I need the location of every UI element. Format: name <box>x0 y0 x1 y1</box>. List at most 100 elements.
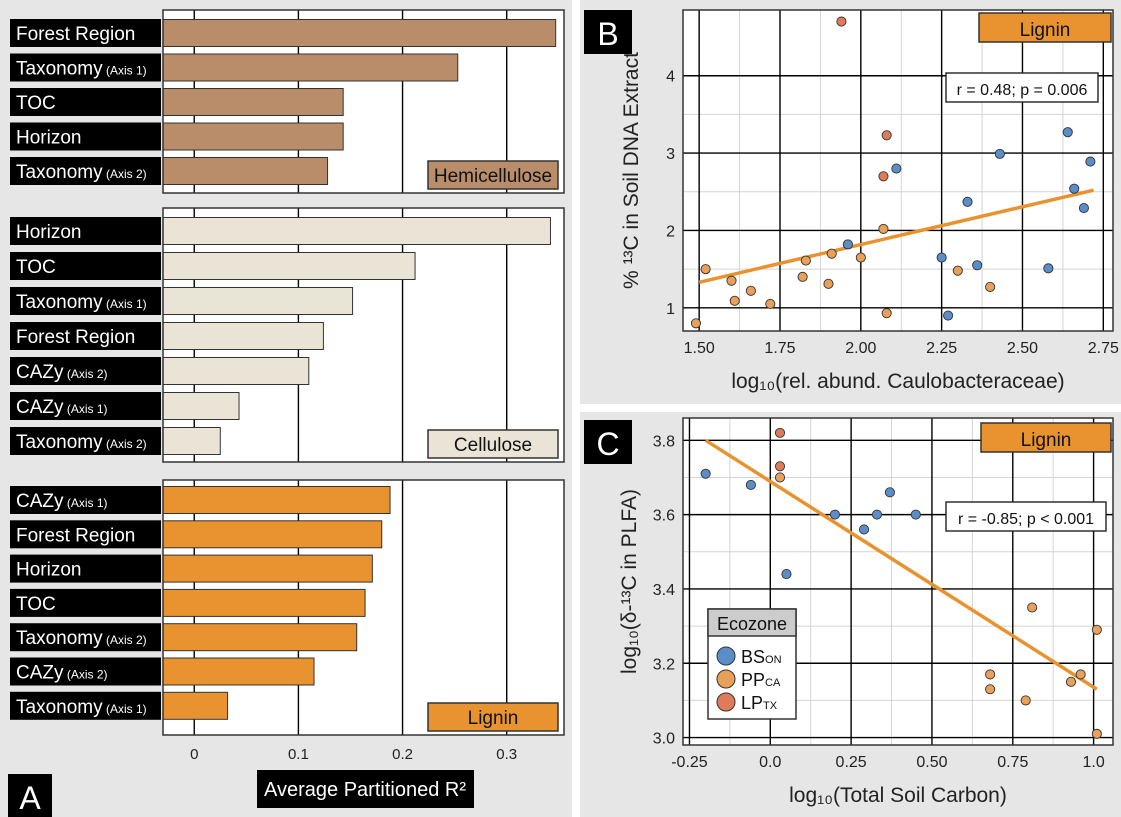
subpanel-1-frame <box>162 207 565 463</box>
bar-2-3 <box>162 588 366 617</box>
bar-0-2 <box>162 88 344 116</box>
panel-letter-c-box <box>584 420 632 464</box>
annotation: r = -0.85; p < 0.001 <box>958 511 1094 528</box>
subpanel-2-frame <box>162 479 565 736</box>
data-point-3 <box>774 461 786 472</box>
chart-title: Lignin <box>1021 430 1072 451</box>
bar-label-name: Forest Region <box>16 24 135 45</box>
ytick-label-1: 3.2 <box>653 656 675 673</box>
panel-letter-a-box <box>8 774 52 817</box>
data-point-0 <box>700 468 711 479</box>
bar-label-sub: (Axis 2) <box>103 633 147 647</box>
bar-label-name: CAZy <box>16 663 64 684</box>
bar-label-box-0-2 <box>10 88 161 116</box>
bar-1-0 <box>162 217 551 245</box>
bar-label-name: Taxonomy <box>16 628 103 649</box>
data-point-4 <box>774 472 786 483</box>
a-xtick-label-2: 0.2 <box>392 746 413 763</box>
legend-title-box <box>707 608 797 637</box>
data-point-21 <box>962 196 973 207</box>
xtick-label-1: 0.0 <box>759 754 781 771</box>
data-point-4 <box>745 285 756 296</box>
xtick-label-1: 1.75 <box>764 340 795 357</box>
data-point-11 <box>985 669 996 680</box>
data-point-14 <box>878 223 889 234</box>
bar-label-0-2: TOC <box>16 93 56 114</box>
data-point-24 <box>994 148 1005 159</box>
bar-label-name: CAZy <box>16 397 64 418</box>
subpanel-2-label-box <box>427 702 559 732</box>
annotation: r = 0.48; p = 0.006 <box>957 82 1088 99</box>
data-point-1 <box>700 264 711 275</box>
bar-2-2 <box>162 554 373 583</box>
bar-label-0-1: Taxonomy (Axis 1) <box>16 59 147 80</box>
bar-label-sub: (Axis 1) <box>103 702 147 716</box>
bar-label-name: TOC <box>16 93 56 114</box>
title-box <box>978 12 1112 43</box>
data-point-8 <box>871 509 883 520</box>
bar-label-box-2-0 <box>10 486 161 514</box>
bar-2-5 <box>162 657 315 686</box>
bar-1-1 <box>162 252 416 280</box>
subpanel-0-label-box <box>427 160 559 190</box>
data-point-2 <box>774 427 786 438</box>
ytick-label-2: 3.4 <box>653 582 675 599</box>
panel-letter-b: B <box>597 16 618 52</box>
ytick-label-0: 3.0 <box>653 731 675 748</box>
bar-label-sub: (Axis 1) <box>103 64 147 78</box>
data-point-9 <box>884 487 895 498</box>
ytick-label-0: 1 <box>666 301 675 318</box>
data-point-28 <box>1078 202 1089 214</box>
data-point-12 <box>985 684 996 695</box>
bar-label-sub: (Axis 2) <box>103 167 147 181</box>
xtick-label-4: 0.75 <box>997 754 1028 771</box>
legend-label-2: LPTX <box>741 693 778 713</box>
bar-label-0-4: Taxonomy (Axis 2) <box>16 162 147 183</box>
data-point-15 <box>1065 676 1077 687</box>
x-axis-label: log₁₀(Total Soil Carbon) <box>789 784 1007 807</box>
bar-label-name: Horizon <box>16 222 81 243</box>
bar-2-4 <box>162 623 358 652</box>
data-point-7 <box>800 255 811 266</box>
bar-label-2-6: Taxonomy (Axis 1) <box>16 697 147 718</box>
bar-label-box-2-4 <box>10 623 161 652</box>
data-point-3 <box>729 295 740 306</box>
bar-label-2-0: CAZy (Axis 1) <box>16 491 108 512</box>
a-xlabel-box <box>257 770 474 808</box>
data-point-27 <box>1069 183 1080 194</box>
xtick-label-3: 0.50 <box>916 754 947 771</box>
panel-letter-b-box <box>584 10 632 54</box>
data-point-29 <box>1085 156 1096 167</box>
bar-label-name: Forest Region <box>16 327 135 348</box>
a-xtick-label-1: 0.1 <box>288 746 309 763</box>
bar-label-0-3: Horizon <box>16 128 81 149</box>
bar-1-3 <box>162 322 324 350</box>
title-box <box>980 422 1112 453</box>
data-point-17 <box>1091 624 1102 635</box>
annotation-box <box>945 501 1107 532</box>
subpanel-0-label: Hemicellulose <box>434 166 552 187</box>
xtick-label-0: 1.50 <box>684 340 715 357</box>
bar-label-box-1-2 <box>10 287 161 315</box>
data-point-9 <box>826 248 837 259</box>
bar-label-name: TOC <box>16 594 56 615</box>
bar-label-box-0-3 <box>10 122 161 151</box>
annotation-box <box>945 72 1099 103</box>
trend-line <box>698 188 1094 284</box>
bar-1-5 <box>162 392 240 420</box>
bar-label-box-1-6 <box>10 427 161 455</box>
data-point-26 <box>1062 127 1073 138</box>
legend-label-sub: ON <box>765 654 782 666</box>
bar-label-box-0-0 <box>10 19 161 47</box>
bar-label-box-1-0 <box>10 217 161 245</box>
data-point-6 <box>829 509 841 520</box>
data-point-18 <box>1091 728 1102 739</box>
bar-label-sub: (Axis 1) <box>103 297 147 311</box>
trend-line <box>704 438 1098 691</box>
chart-title: Lignin <box>1020 20 1071 41</box>
subpanel-0-frame <box>162 9 565 194</box>
data-point-13 <box>1020 695 1031 706</box>
ytick-label-4: 3.8 <box>653 433 675 450</box>
a-xlabel: Average Partitioned R² <box>264 779 466 801</box>
